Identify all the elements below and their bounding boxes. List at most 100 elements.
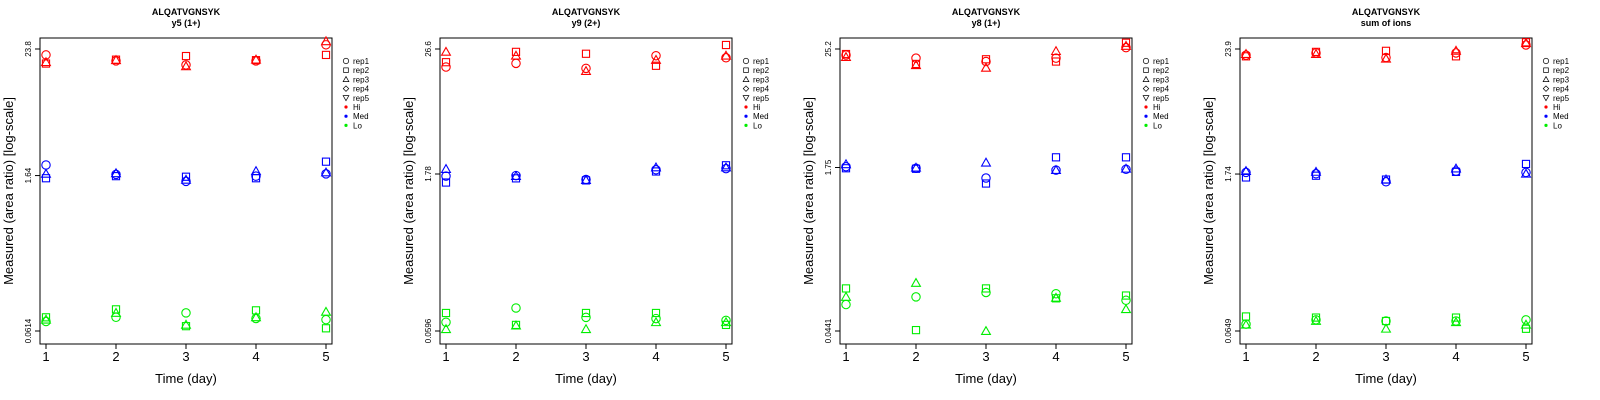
- x-tick-label: 1: [842, 349, 849, 364]
- legend-marker: [1142, 85, 1150, 92]
- data-point: [441, 58, 451, 67]
- data-point: [1311, 47, 1321, 57]
- data-point: [1310, 315, 1322, 325]
- data-point: [41, 160, 51, 170]
- y-tick-label: 1.78: [424, 166, 433, 182]
- data-point: [651, 167, 661, 176]
- data-point: [580, 65, 592, 75]
- legend-label: rep1: [1553, 57, 1570, 66]
- x-tick-label: 1: [1242, 349, 1249, 364]
- data-point: [910, 59, 922, 70]
- legend-color-dot: [344, 123, 348, 127]
- data-point: [651, 50, 661, 61]
- plot-frame: [839, 37, 1133, 345]
- data-point: [1380, 174, 1392, 184]
- data-point: [1311, 169, 1321, 179]
- x-tick-label: 4: [252, 349, 259, 364]
- data-point: [321, 157, 331, 166]
- data-point: [1050, 45, 1062, 56]
- legend-marker: [1142, 57, 1150, 65]
- data-point: [1121, 291, 1131, 300]
- data-point: [511, 58, 521, 69]
- data-point: [910, 162, 922, 172]
- plot-frame: [39, 37, 333, 345]
- data-point: [250, 165, 262, 176]
- legend-label: Med: [1153, 112, 1169, 121]
- legend-label: Hi: [353, 103, 361, 112]
- data-point: [1241, 173, 1251, 182]
- x-tick-label: 3: [982, 349, 989, 364]
- legend-marker: [742, 95, 750, 102]
- legend-label: rep4: [1153, 85, 1170, 94]
- y-axis-label: Measured (area ratio) [log-scale]: [801, 97, 816, 285]
- data-point: [840, 291, 852, 301]
- data-point: [1521, 40, 1531, 50]
- x-tick-label: 1: [42, 349, 49, 364]
- data-point: [251, 56, 261, 65]
- chart-title: ALQATVGNSYK: [1352, 7, 1421, 17]
- data-point: [1520, 168, 1532, 178]
- data-point: [720, 316, 732, 327]
- y-tick-label: 1.75: [824, 159, 833, 175]
- x-tick-label: 5: [722, 349, 729, 364]
- data-point: [721, 163, 731, 174]
- y-tick-label: 0.0649: [1224, 318, 1233, 343]
- data-point: [1381, 177, 1391, 187]
- data-point: [1120, 163, 1132, 173]
- legend-color-dot: [344, 105, 348, 109]
- data-point: [1051, 289, 1061, 299]
- data-point: [1050, 164, 1062, 175]
- data-point: [981, 173, 991, 183]
- y-axis-label: Measured (area ratio) [log-scale]: [1201, 97, 1216, 285]
- legend-marker: [342, 57, 350, 65]
- data-point: [981, 179, 991, 188]
- x-axis-label: Time (day): [555, 371, 617, 386]
- data-point: [510, 50, 522, 60]
- data-point: [1380, 323, 1392, 333]
- data-point: [1521, 324, 1531, 333]
- legend-label: Lo: [353, 121, 362, 130]
- data-point: [1521, 159, 1531, 169]
- data-point: [111, 169, 121, 180]
- data-point: [721, 161, 731, 170]
- data-point: [181, 176, 191, 187]
- y-axis-label: Measured (area ratio) [log-scale]: [401, 97, 416, 285]
- data-point: [580, 174, 592, 185]
- data-point: [180, 60, 192, 71]
- data-point: [651, 313, 661, 324]
- data-point: [180, 319, 192, 329]
- plot-frame: [439, 37, 733, 345]
- x-tick-label: 4: [1452, 349, 1459, 364]
- legend-label: Hi: [1153, 103, 1161, 112]
- data-point: [181, 308, 191, 318]
- data-point: [721, 315, 731, 326]
- data-point: [1310, 166, 1322, 176]
- x-tick-label: 4: [1052, 349, 1059, 364]
- data-point: [441, 62, 451, 72]
- legend-label: Lo: [1153, 121, 1162, 130]
- chart-subtitle: y8 (1+): [972, 18, 1001, 28]
- legend-label: rep5: [1153, 94, 1170, 103]
- data-point: [40, 314, 52, 324]
- data-point: [1240, 48, 1252, 58]
- legend-label: Med: [753, 112, 769, 121]
- legend-color-dot: [1144, 123, 1148, 127]
- data-point: [1240, 165, 1252, 176]
- y-tick-label: 1.64: [24, 167, 33, 183]
- data-point: [841, 299, 851, 310]
- legend-marker: [342, 85, 350, 92]
- data-point: [441, 308, 451, 318]
- x-tick-label: 5: [322, 349, 329, 364]
- data-point: [321, 314, 331, 325]
- data-point: [981, 56, 991, 67]
- data-point: [40, 168, 52, 178]
- data-point: [40, 56, 52, 67]
- plot-frame: [1239, 37, 1533, 345]
- data-point: [250, 311, 262, 322]
- data-point: [980, 157, 992, 167]
- data-point: [651, 61, 661, 70]
- data-point: [321, 169, 331, 179]
- x-tick-label: 3: [182, 349, 189, 364]
